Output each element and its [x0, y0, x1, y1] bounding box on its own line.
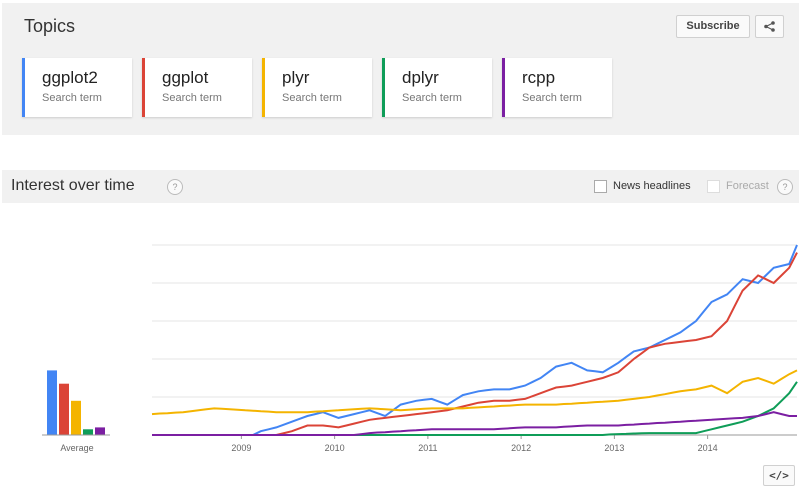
x-tick-label: 2010: [325, 443, 345, 453]
term-name: rcpp: [522, 68, 556, 87]
x-tick-label: 2014: [698, 443, 718, 453]
interest-over-time-header: Interest over time ? News headlines Fore…: [2, 170, 799, 203]
series-line-plyr: [151, 369, 798, 416]
share-icon: [764, 21, 775, 32]
subscribe-button[interactable]: Subscribe: [676, 15, 750, 38]
term-card-rcpp[interactable]: rcpp Search term: [502, 58, 612, 117]
embed-button[interactable]: </>: [763, 465, 795, 486]
average-bar-dplyr: [83, 429, 93, 435]
line-chart: 2009 2010 2011 2012 2013 2014 Average: [42, 244, 798, 453]
term-subtitle: Search term: [402, 92, 462, 104]
forecast-help-icon[interactable]: ?: [777, 179, 793, 195]
x-tick-label: 2013: [604, 443, 624, 453]
average-bar-ggplot2: [47, 370, 57, 435]
term-card-ggplot[interactable]: ggplot Search term: [142, 58, 252, 117]
term-subtitle: Search term: [522, 92, 582, 104]
term-card-dplyr[interactable]: dplyr Search term: [382, 58, 492, 117]
interest-chart: 2009 2010 2011 2012 2013 2014 Average: [0, 203, 803, 463]
term-subtitle: Search term: [282, 92, 342, 104]
x-tick-label: 2012: [511, 443, 531, 453]
term-name: ggplot2: [42, 68, 98, 87]
interest-title: Interest over time: [11, 177, 135, 194]
average-label: Average: [60, 443, 93, 453]
series-line-ggplot2: [152, 244, 798, 436]
term-subtitle: Search term: [42, 92, 102, 104]
news-headlines-checkbox[interactable]: [594, 180, 607, 193]
forecast-label: Forecast: [726, 180, 769, 192]
help-icon[interactable]: ?: [167, 179, 183, 195]
x-tick-label: 2009: [231, 443, 251, 453]
average-bar-plyr: [71, 400, 81, 435]
term-name: dplyr: [402, 68, 439, 87]
term-card-ggplot2[interactable]: ggplot2 Search term: [22, 58, 132, 117]
term-name: ggplot: [162, 68, 209, 87]
term-subtitle: Search term: [162, 92, 222, 104]
topics-title: Topics: [24, 16, 76, 36]
average-bar-ggplot: [59, 383, 69, 435]
share-button[interactable]: [755, 15, 784, 38]
news-headlines-label: News headlines: [613, 180, 691, 192]
topics-panel: Topics Subscribe ggplot2 Search term ggp…: [2, 3, 799, 135]
average-bar-rcpp: [95, 427, 105, 435]
term-card-plyr[interactable]: plyr Search term: [262, 58, 372, 117]
term-name: plyr: [282, 68, 310, 87]
x-tick-label: 2011: [418, 443, 437, 453]
series-line-rcpp: [152, 411, 797, 436]
forecast-checkbox[interactable]: [707, 180, 720, 193]
